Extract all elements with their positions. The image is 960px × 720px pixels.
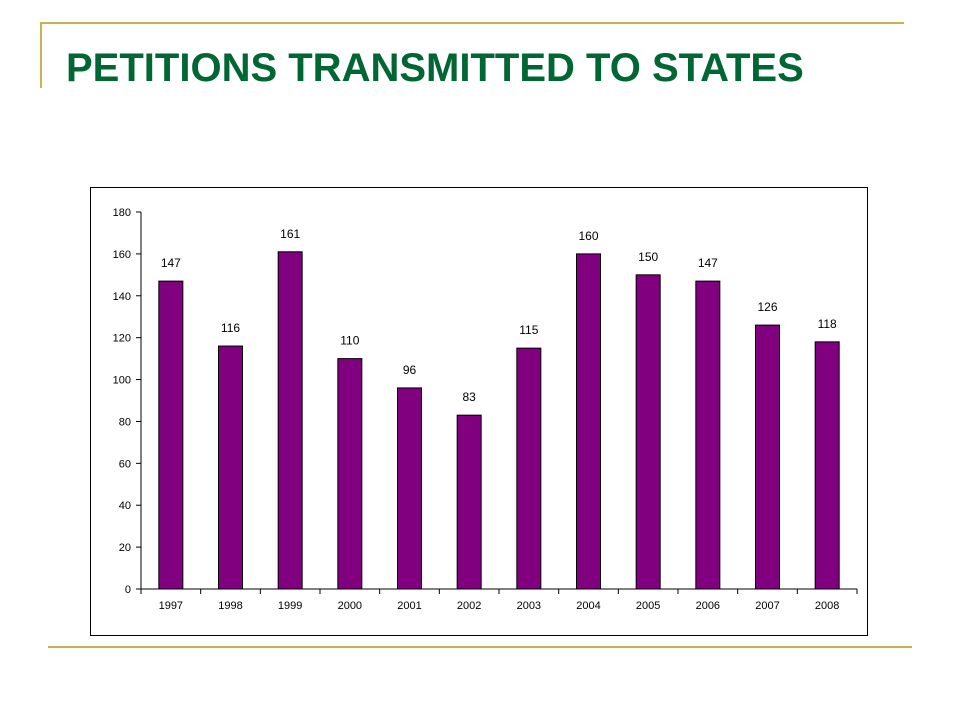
left-accent-rule [40, 22, 42, 88]
y-tick-label: 160 [113, 249, 131, 261]
bar-value-label: 83 [462, 390, 476, 404]
bar-chart: 0 20 40 60 80 100 120 140 160 180 147 1997 116 1998 16… [113, 207, 858, 612]
x-category-label: 1997 [159, 600, 183, 612]
x-category-label: 2004 [576, 600, 600, 612]
y-tick-label: 120 [113, 333, 131, 345]
bar [158, 280, 184, 590]
bar-value-label: 150 [638, 250, 658, 264]
bar [695, 280, 721, 590]
bar [397, 387, 422, 590]
x-category-label: 2007 [755, 600, 779, 612]
chart-frame: 0 20 40 60 80 100 120 140 160 180 147 1997 116 1998 16… [90, 187, 868, 636]
bar [635, 274, 661, 590]
y-tick-label: 80 [119, 416, 131, 428]
bar-value-label: 147 [698, 256, 718, 270]
y-tick-label: 20 [119, 542, 131, 554]
x-category-label: 2000 [338, 600, 362, 612]
bar [218, 345, 243, 590]
bar [814, 341, 840, 590]
bar [277, 251, 303, 590]
y-tick-label: 140 [113, 291, 131, 303]
top-accent-rule [40, 22, 904, 24]
bar-value-label: 110 [340, 334, 359, 348]
bar-value-label: 96 [403, 363, 417, 377]
x-category-label: 2002 [457, 600, 481, 612]
bar-value-label: 115 [519, 323, 538, 337]
x-category-label: 1999 [278, 600, 302, 612]
bar-value-label: 147 [161, 256, 181, 270]
bar-value-label: 160 [578, 229, 598, 243]
bar [337, 358, 363, 590]
x-category-label: 2006 [696, 600, 720, 612]
bar-value-label: 118 [818, 317, 837, 331]
x-category-label: 2005 [636, 600, 660, 612]
slide-title: PETITIONS TRANSMITTED TO STATES [66, 46, 804, 90]
bar [755, 324, 780, 590]
bar [576, 253, 601, 590]
bar [456, 414, 482, 590]
y-tick-label: 180 [113, 207, 131, 219]
x-category-label: 2001 [397, 600, 421, 612]
y-tick-label: 0 [125, 584, 131, 596]
x-category-label: 1998 [218, 600, 242, 612]
bar-value-label: 116 [221, 321, 240, 335]
x-category-label: 2008 [815, 600, 839, 612]
bar-value-label: 161 [280, 227, 300, 241]
bar [516, 347, 542, 590]
y-tick-label: 40 [119, 500, 131, 512]
bar-value-label: 126 [757, 300, 777, 314]
x-category-label: 2003 [517, 600, 541, 612]
y-tick-label: 60 [119, 458, 131, 470]
y-tick-label: 100 [113, 375, 131, 387]
bottom-accent-rule [48, 646, 912, 648]
